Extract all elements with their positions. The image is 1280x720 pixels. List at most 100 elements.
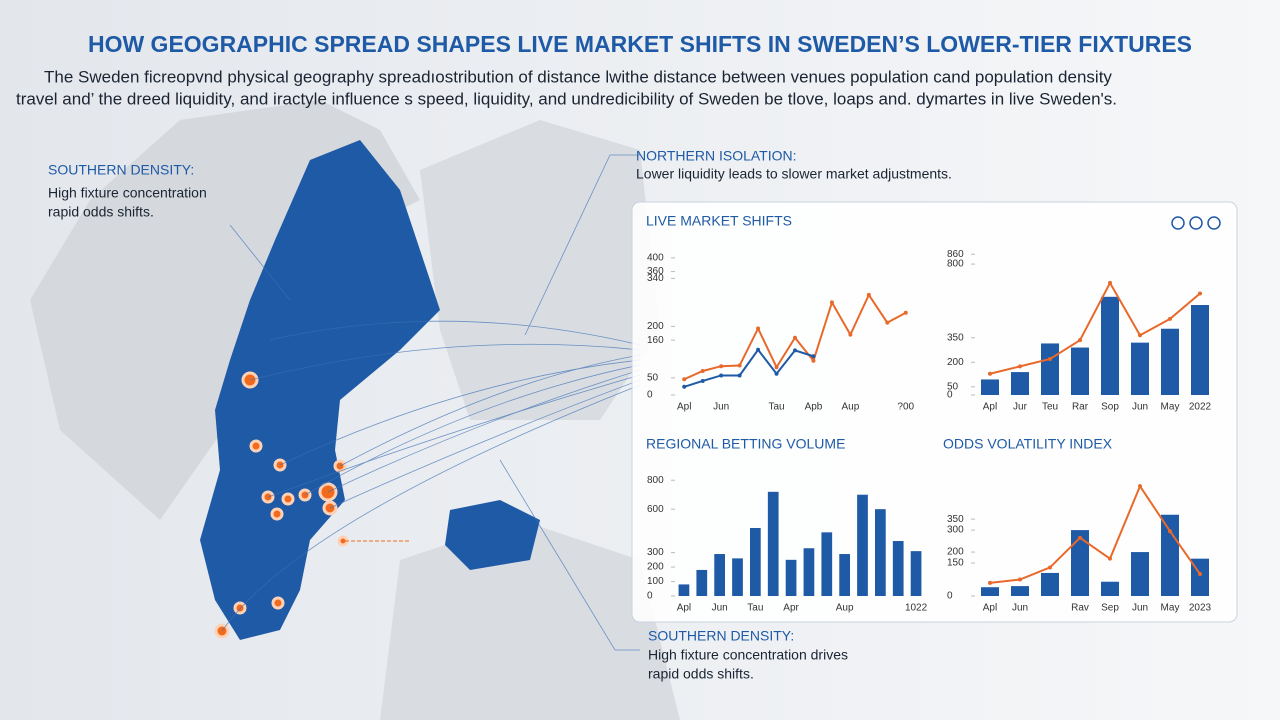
annotation-text: rapid odds shifts. [648,666,754,682]
subtitle: travel and’ the dreed liquidity, and ira… [16,89,1117,108]
bar [1071,530,1089,596]
y-tick-label: 300 [947,525,964,536]
point [811,354,816,359]
point [774,365,779,370]
y-tick-label: 50 [647,372,659,383]
point [700,378,705,383]
x-tick-label: Aup [841,402,859,413]
x-tick-label: Apb [805,402,823,413]
annotation-text: rapid odds shifts. [48,204,154,220]
bar [1161,328,1179,395]
x-tick-label: Jur [1013,402,1028,413]
bar [981,587,999,596]
y-tick-label: 600 [647,504,664,515]
x-tick-label: ?00 [897,402,914,413]
y-tick-label: 0 [647,591,653,602]
x-tick-label: Jun [1132,603,1148,614]
point [848,332,853,337]
point [1168,529,1172,534]
bar [910,551,922,596]
x-tick-label: Apl [677,402,691,413]
y-tick-label: 200 [647,562,664,573]
point [1138,333,1142,338]
bar [803,548,815,596]
x-tick-label: Aup [836,603,854,614]
y-tick-label: 160 [647,335,664,346]
x-tick-label: Apl [677,603,691,614]
line [989,280,1201,375]
x-tick-label: Jun [712,603,728,614]
bar [1011,372,1029,395]
y-tick-label: 0 [947,591,953,602]
point [682,377,687,382]
sweden [200,140,440,640]
point [1078,535,1082,540]
point [756,326,761,331]
x-tick-label: 1022 [905,603,928,614]
bar [981,379,999,395]
x-tick-label: Apr [783,603,799,614]
y-tick-label: 0 [647,390,653,401]
chart-title: REGIONAL BETTING VOLUME [646,436,845,452]
bar [1161,514,1179,596]
y-tick-label: 300 [647,547,664,558]
y-tick-label: 860 [947,249,964,260]
baltic-land [380,520,680,720]
x-tick-label: Tau [768,402,784,413]
point [1018,577,1022,582]
point [1078,338,1082,343]
bar [1041,572,1059,596]
chart-panel [631,201,1238,623]
bar [1101,581,1119,596]
bar [767,491,779,596]
y-tick-label: 800 [647,475,664,486]
point [793,348,797,353]
point [1168,316,1172,321]
y-tick-label: 100 [647,576,664,587]
point [811,358,816,363]
x-tick-label: Sop [1101,402,1119,413]
point [793,335,797,340]
point [682,384,687,389]
bar [696,569,708,596]
annotation-text: High fixture concentration drives [648,647,848,663]
bar [892,541,904,596]
bar [1071,347,1089,395]
point [1138,484,1142,489]
point [737,363,742,368]
x-tick-label: Tau [747,603,763,614]
y-tick-label: 150 [947,558,964,569]
x-tick-label: May [1161,402,1180,413]
y-tick-label: 360 [647,266,664,277]
x-tick-label: Apl [983,402,997,413]
point [1048,357,1052,361]
estonia [445,500,540,570]
annotation-title: NORTHERN ISOLATION: [636,148,797,164]
point [1048,565,1052,570]
annotation-title: SOUTHERN DENSITY: [48,162,194,178]
annotation-text: High fixture concentration [48,185,207,201]
point [988,371,992,376]
bar [1191,305,1209,395]
bar [785,559,797,596]
point [1198,291,1202,296]
annotation-text: Lower liquidity leads to slower market a… [636,166,952,182]
bar [732,558,743,596]
bar [1011,586,1029,596]
point [903,310,908,315]
x-tick-label: Rav [1071,603,1089,614]
subtitle: The Sweden ficreopvnd physical geography… [44,67,1112,86]
point [774,371,779,376]
chart-title: LIVE MARKET SHIFTS [646,213,792,229]
bar [821,532,833,596]
x-tick-label: Apl [983,603,997,614]
x-tick-label: May [1161,603,1180,614]
x-tick-label: Sep [1101,603,1119,614]
bar [714,554,725,596]
point [988,580,992,585]
venue-dots [214,371,349,639]
finland [420,120,660,420]
bar [875,509,886,596]
line [989,484,1201,584]
